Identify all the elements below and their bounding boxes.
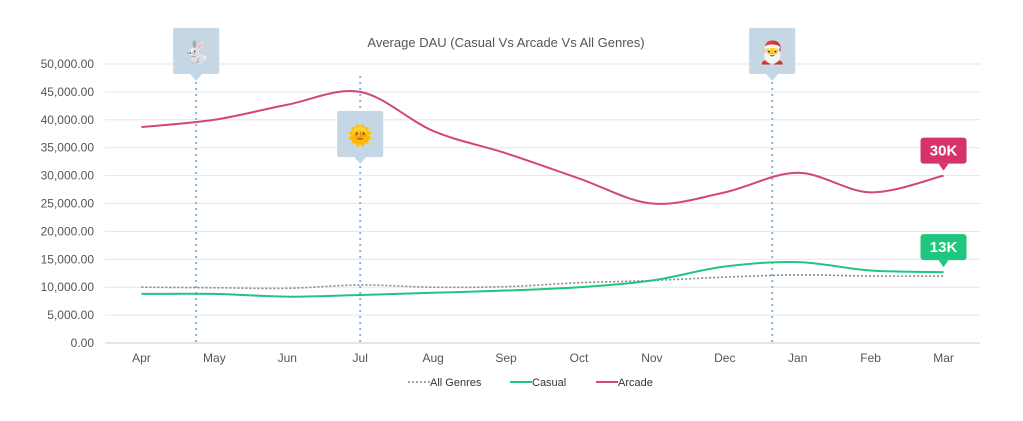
y-tick-label: 5,000.00	[47, 308, 94, 322]
annotation-bubble	[173, 28, 220, 74]
badge-box	[920, 137, 967, 164]
grid	[105, 63, 980, 344]
y-tick-label: 15,000.00	[41, 252, 95, 266]
y-tick-label: 25,000.00	[41, 197, 95, 211]
x-tick-label: Jun	[278, 351, 297, 365]
annotation-bubble	[337, 111, 384, 157]
x-tick-label: Feb	[860, 351, 881, 365]
value-badges: 30K 13K	[920, 137, 967, 268]
legend-item-arcade[interactable]: Arcade	[596, 377, 653, 389]
x-tick-label: Jul	[353, 351, 368, 365]
y-tick-label: 50,000.00	[41, 57, 95, 71]
annotation-bubble	[749, 28, 796, 74]
legend-item-casual[interactable]: Casual	[510, 377, 566, 389]
series-casual[interactable]	[138, 259, 946, 300]
series-line[interactable]	[141, 274, 944, 290]
badge-pointer	[938, 163, 949, 171]
annotation-christmas[interactable]: 🎅	[749, 28, 796, 343]
series-all-genres[interactable]	[138, 272, 946, 291]
badge-casual: 13K	[920, 234, 967, 268]
x-tick-label: Aug	[422, 351, 443, 365]
legend-label: All Genres	[430, 377, 482, 389]
annotation-easter[interactable]: 🐇	[173, 28, 220, 343]
y-tick-label: 10,000.00	[41, 280, 95, 294]
badge-pointer	[938, 260, 949, 268]
legend-item-all-genres[interactable]: All Genres	[408, 377, 482, 389]
x-axis: Apr May Jun Jul Aug Sep Oct Nov Dec Jan Feb Mar	[132, 351, 954, 365]
annotations: 🐇 🌞 🎅	[173, 28, 796, 343]
badge-arcade: 30K	[920, 137, 967, 171]
legend-label: Casual	[532, 377, 566, 389]
x-tick-label: Nov	[641, 351, 662, 365]
x-tick-label: Dec	[714, 351, 735, 365]
chart-title: Average DAU (Casual Vs Arcade Vs All Gen…	[367, 35, 644, 50]
annotation-pointer	[190, 74, 203, 81]
x-tick-label: Sep	[495, 351, 517, 365]
y-tick-label: 30,000.00	[41, 169, 95, 183]
annotation-pointer	[766, 74, 779, 81]
y-tick-label: 20,000.00	[41, 224, 95, 238]
y-tick-label: 45,000.00	[41, 85, 95, 99]
series-line[interactable]	[141, 90, 944, 205]
y-axis: 0.00 5,000.00 10,000.00 15,000.00 20,000.00 2…	[41, 57, 95, 350]
annotation-pointer	[354, 157, 367, 164]
x-tick-label: Mar	[933, 351, 954, 365]
series-arcade[interactable]	[138, 89, 946, 207]
y-tick-label: 40,000.00	[41, 113, 95, 127]
x-tick-label: May	[203, 351, 226, 365]
x-tick-label: Apr	[132, 351, 151, 365]
badge-label: 13K	[930, 239, 958, 256]
y-tick-label: 0.00	[71, 336, 95, 350]
series	[138, 89, 946, 300]
series-line[interactable]	[141, 260, 944, 298]
x-tick-label: Oct	[570, 351, 589, 365]
annotation-summer[interactable]: 🌞	[337, 76, 384, 343]
badge-box	[920, 234, 967, 261]
x-tick-label: Jan	[788, 351, 807, 365]
sun-icon: 🌞	[347, 122, 374, 149]
badge-label: 30K	[930, 143, 958, 160]
santa-icon: 🎅	[758, 40, 785, 65]
legend-label: Arcade	[618, 377, 653, 389]
y-tick-label: 35,000.00	[41, 141, 95, 155]
rabbit-icon: 🐇	[182, 40, 209, 65]
legend[interactable]: All Genres Casual Arcade	[408, 377, 653, 389]
